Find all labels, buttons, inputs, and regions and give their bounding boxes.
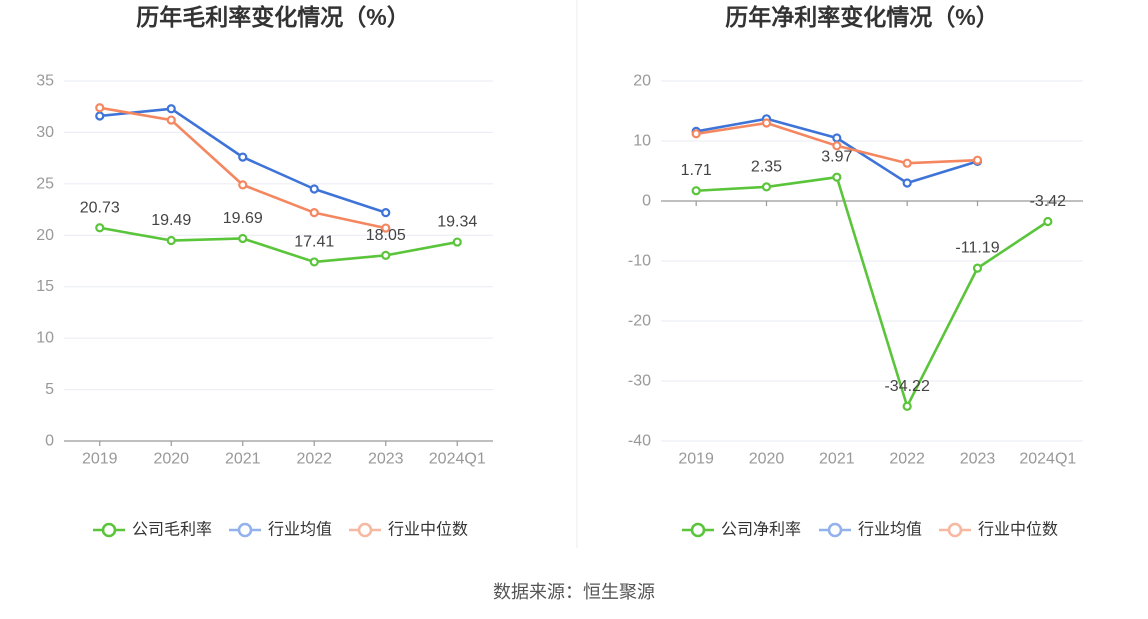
data-label: 20.73: [80, 199, 120, 216]
data-point: [166, 115, 176, 125]
data-point: [902, 178, 912, 188]
data-label: 19.49: [151, 212, 191, 229]
legend-label: 行业中位数: [388, 521, 468, 539]
data-point: [381, 208, 391, 218]
y-tick-label: 0: [45, 433, 54, 450]
legend-item: 公司净利率: [682, 521, 801, 539]
legend-item: 行业中位数: [939, 521, 1058, 539]
data-point: [95, 111, 105, 121]
x-tick-label: 2024Q1: [1019, 451, 1076, 468]
x-tick-label: 2023: [960, 451, 996, 468]
y-tick-label: 5: [45, 381, 54, 398]
legend-marker-icon: [827, 522, 843, 538]
legend-marker-icon: [101, 522, 117, 538]
x-tick-label: 2021: [225, 451, 261, 468]
x-tick-label: 2023: [368, 451, 404, 468]
data-label: 17.41: [294, 233, 334, 250]
y-tick-label: -20: [628, 313, 651, 330]
data-point: [166, 104, 176, 114]
x-tick-label: 2019: [82, 451, 118, 468]
y-tick-label: -10: [628, 253, 651, 270]
data-point: [972, 155, 983, 165]
data-point: [902, 401, 912, 411]
x-tick-label: 2019: [678, 451, 714, 468]
x-tick-label: 2022: [889, 451, 925, 468]
legend-marker-icon: [237, 522, 253, 538]
legend-label: 行业均值: [858, 521, 922, 539]
data-point: [238, 180, 248, 190]
data-point: [452, 237, 462, 247]
data-point: [691, 186, 701, 196]
data-point: [309, 257, 319, 267]
x-tick-label: 2020: [749, 451, 785, 468]
data-point: [95, 223, 105, 233]
data-label: 3.97: [821, 149, 852, 166]
legend-label: 行业中位数: [978, 521, 1058, 539]
data-point: [309, 208, 319, 218]
data-label: 19.34: [437, 214, 477, 231]
y-tick-label: 15: [36, 278, 54, 295]
data-label: -11.19: [955, 240, 999, 257]
legend-item: 公司毛利率: [93, 521, 212, 539]
y-tick-label: 20: [633, 73, 651, 90]
data-point: [832, 172, 842, 182]
y-tick-label: 10: [633, 133, 651, 150]
data-point: [166, 235, 176, 246]
data-point: [972, 263, 983, 273]
data-point: [309, 184, 319, 194]
legend-marker-icon: [947, 522, 963, 538]
y-tick-label: -30: [628, 373, 651, 390]
x-tick-label: 2022: [296, 451, 332, 468]
series-line: [98, 226, 459, 264]
y-tick-label: -40: [628, 433, 651, 450]
legend-item: 行业均值: [819, 521, 922, 539]
data-point: [761, 118, 772, 128]
data-point: [1043, 216, 1053, 227]
data-point: [761, 182, 772, 192]
y-tick-label: 20: [36, 227, 54, 244]
x-tick-label: 2020: [153, 451, 189, 468]
legend-marker-icon: [690, 522, 706, 538]
left-chart-panel: 历年毛利率变化情况（%） 0 5 10 15 20 25 30 35 2019 2020 2021 20…: [36, 4, 493, 539]
legend-item: 行业均值: [229, 521, 332, 539]
data-point: [95, 103, 105, 113]
data-label: -3.42: [1030, 193, 1067, 210]
y-tick-label: 30: [36, 124, 54, 141]
y-tick-label: 35: [36, 73, 54, 90]
data-point: [381, 223, 391, 233]
data-source-note: 数据来源：恒生聚源: [493, 582, 655, 602]
data-point: [238, 233, 248, 244]
right-chart-panel: 历年净利率变化情况（%） -40 -30 -20 -10 0 10 20 2019 2020 202…: [628, 4, 1083, 539]
series-line: [694, 175, 1050, 408]
data-point: [381, 250, 391, 260]
data-label: -34.22: [884, 378, 929, 395]
legend-item: 行业中位数: [349, 521, 468, 539]
data-point: [691, 129, 701, 139]
data-label: 18.05: [366, 227, 406, 244]
legend-label: 公司毛利率: [132, 521, 212, 539]
data-point: [832, 133, 842, 143]
y-tick-label: 25: [36, 175, 54, 192]
data-point: [832, 141, 842, 151]
data-label: 1.71: [681, 162, 712, 179]
data-point: [238, 152, 248, 162]
data-label: 2.35: [751, 158, 782, 175]
y-tick-label: 0: [642, 193, 651, 210]
chart-title: 历年净利率变化情况（%）: [725, 4, 998, 30]
x-tick-label: 2021: [819, 451, 855, 468]
data-label: 19.69: [223, 210, 263, 227]
y-tick-label: 10: [36, 330, 54, 347]
legend-marker-icon: [357, 522, 373, 538]
x-tick-label: 2024Q1: [429, 451, 486, 468]
data-point: [902, 158, 912, 168]
legend-label: 行业均值: [268, 521, 332, 539]
chart-title: 历年毛利率变化情况（%）: [136, 4, 409, 30]
legend-label: 公司净利率: [721, 521, 801, 539]
